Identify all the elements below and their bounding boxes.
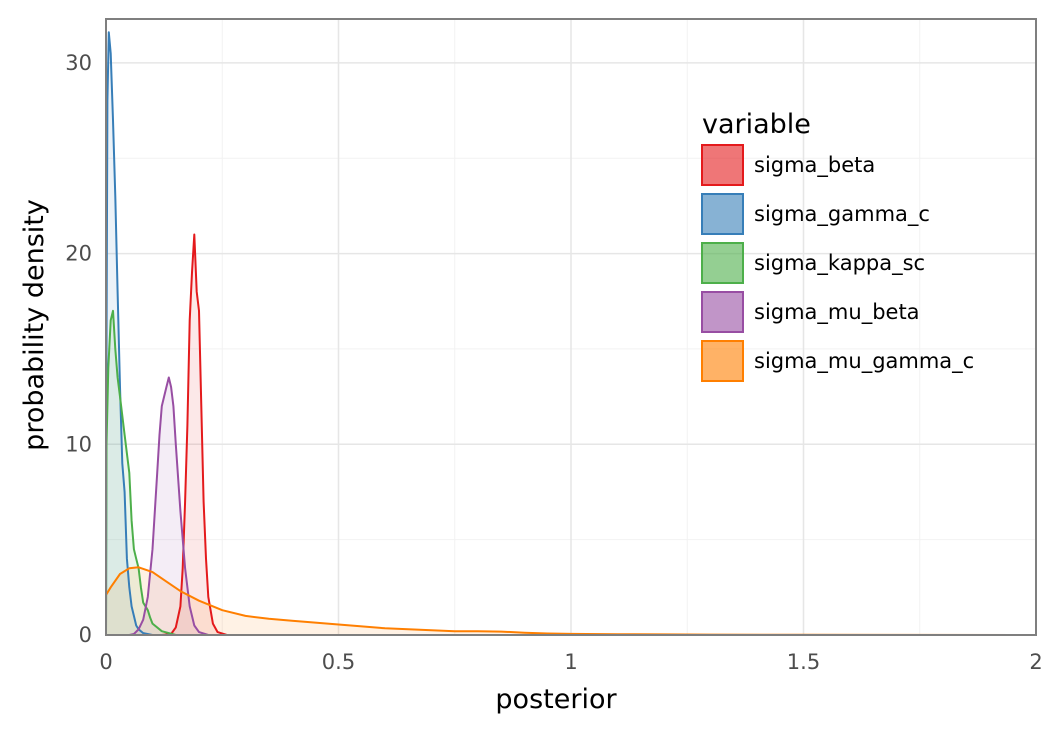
- legend-swatch: [701, 291, 744, 333]
- x-tick-label: 1: [564, 650, 577, 674]
- density-area-sigma-gamma-c: [106, 32, 153, 636]
- density-line-sigma-gamma-c: [105, 31, 153, 636]
- legend-label: sigma_mu_beta: [754, 300, 920, 325]
- series-lines: [105, 31, 1037, 636]
- panel-border: [105, 18, 1037, 636]
- legend-label: sigma_gamma_c: [754, 202, 930, 227]
- legend-label: sigma_kappa_sc: [754, 251, 925, 276]
- density-area-sigma-mu-beta: [129, 377, 209, 635]
- legend-label: sigma_beta: [754, 153, 875, 178]
- legend-title: variable: [702, 109, 811, 140]
- legend-item-sigma-gamma-c: sigma_gamma_c: [701, 193, 930, 235]
- y-axis-ticks: 0 10 20 30: [65, 51, 92, 647]
- legend-swatch: [701, 242, 744, 284]
- density-area-sigma-mu-gamma-c: [106, 567, 1036, 635]
- legend-item-sigma-beta: sigma_beta: [701, 144, 875, 186]
- x-axis-ticks: 0 0.5 1 1.5 2: [99, 650, 1042, 674]
- x-tick-label: 2: [1029, 650, 1042, 674]
- legend: variable sigma_beta sigma_gamma_c sigma_ka…: [701, 109, 974, 382]
- y-tick-label: 10: [65, 432, 92, 456]
- density-area-sigma-kappa-sc: [106, 310, 176, 635]
- y-tick-label: 30: [65, 51, 92, 75]
- legend-item-sigma-mu-gamma-c: sigma_mu_gamma_c: [701, 340, 974, 382]
- y-tick-label: 0: [79, 623, 92, 647]
- x-axis-title: posterior: [495, 684, 617, 715]
- legend-label: sigma_mu_gamma_c: [754, 349, 974, 374]
- legend-swatch: [701, 193, 744, 235]
- x-tick-label: 0: [99, 650, 112, 674]
- x-tick-label: 0.5: [322, 650, 355, 674]
- legend-item-sigma-kappa-sc: sigma_kappa_sc: [701, 242, 925, 284]
- series-areas: [106, 32, 1036, 636]
- grid-major: [105, 19, 1037, 636]
- x-tick-label: 1.5: [787, 650, 820, 674]
- density-line-sigma-kappa-sc: [105, 309, 177, 636]
- legend-swatch: [701, 144, 744, 186]
- density-line-sigma-beta: [161, 233, 228, 636]
- density-area-sigma-beta: [161, 234, 227, 635]
- y-axis-title: probability density: [19, 199, 50, 451]
- legend-swatch: [701, 340, 744, 382]
- y-tick-label: 20: [65, 242, 92, 266]
- density-line-sigma-mu-beta: [129, 376, 209, 636]
- legend-item-sigma-mu-beta: sigma_mu_beta: [701, 291, 920, 333]
